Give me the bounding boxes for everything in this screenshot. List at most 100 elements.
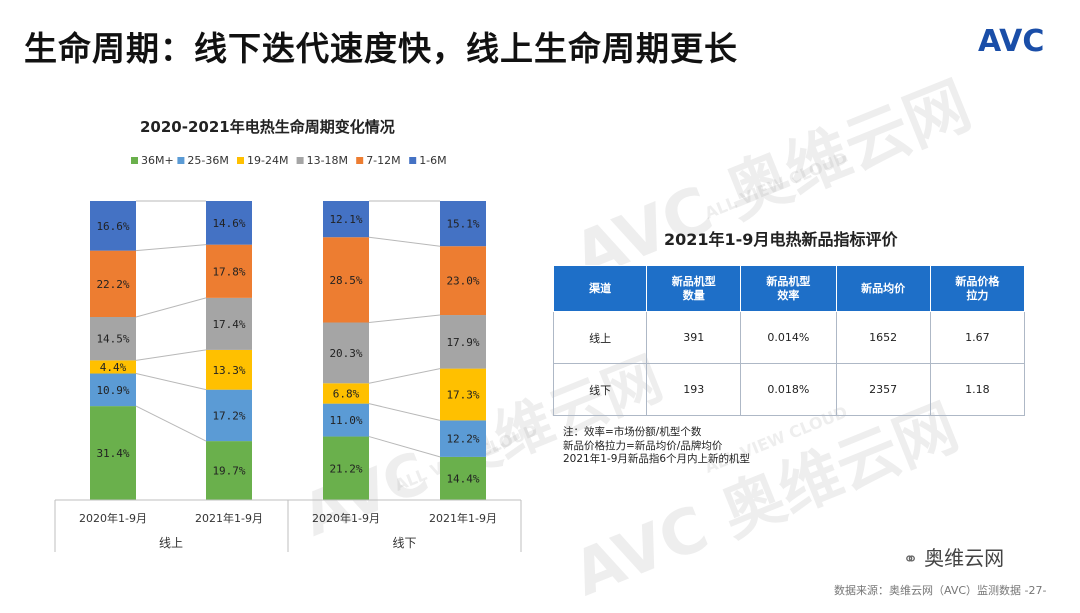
watermark-en: ALL VIEW CLOUD [701, 148, 851, 223]
legend-swatch [177, 157, 185, 164]
data-label: 17.2% [212, 409, 245, 422]
cell-count: 391 [646, 311, 742, 364]
connector-line [368, 403, 441, 421]
legend-label: 36M+ [141, 154, 174, 167]
bar-segment [90, 373, 136, 407]
bar-segment [323, 322, 369, 384]
bar-segment [440, 420, 486, 457]
note-line: 新品价格拉力=新品均价/品牌均价 [563, 439, 723, 452]
bar-segment [440, 456, 486, 500]
data-label: 23.0% [446, 275, 479, 288]
data-label: 4.4% [100, 361, 127, 374]
bar-segment [206, 441, 252, 500]
cell-avg-price: 2357 [835, 363, 931, 416]
bar-segment [323, 436, 369, 500]
table-row: 线下 193 0.018% 2357 1.18 [552, 363, 1026, 416]
data-label: 12.2% [446, 433, 479, 446]
data-label: 15.1% [446, 218, 479, 231]
data-label: 19.7% [212, 465, 245, 478]
watermark: AVC 奥维云网 [563, 68, 981, 295]
cell-channel: 线下 [552, 363, 648, 416]
bar-segment [90, 406, 136, 500]
data-label: 21.2% [329, 462, 362, 475]
bar-segment [440, 315, 486, 369]
data-label: 10.9% [96, 384, 129, 397]
header-pull: 新品价格 拉力 [929, 265, 1026, 312]
cell-pull: 1.67 [929, 311, 1026, 364]
bar-segment [90, 317, 136, 361]
table-header-row: 渠道 新品机型 数量 新品机型 效率 新品均价 新品价格 拉力 [552, 265, 1026, 312]
table-notes: 注：效率=市场份额/机型个数 新品价格拉力=新品均价/品牌均价 2021年1-9… [563, 426, 750, 467]
connector-line [368, 436, 441, 458]
data-label: 6.8% [333, 387, 360, 400]
legend-swatch [356, 157, 364, 164]
x-tick-label: 2021年1-9月 [429, 511, 497, 525]
table-title: 2021年1-9月电热新品指标评价 [664, 230, 898, 249]
data-source: 数据来源：奥维云网（AVC）监测数据 -27- [834, 584, 1047, 597]
stacked-bar-chart: 36M+ 25-36M 19-24M 13-18M 7-12M 1-6M 31.4% 10.9… [54, 154, 522, 552]
x-tick-label: 2020年1-9月 [79, 511, 147, 525]
connector-line [135, 297, 207, 318]
bar-segment [440, 201, 486, 247]
bar-segment [206, 297, 252, 350]
metrics-table: 渠道 新品机型 数量 新品机型 效率 新品均价 新品价格 拉力 线上 391 0.01… [552, 265, 1026, 416]
legend-swatch [296, 157, 304, 164]
chart-title: 2020-2021年电热生命周期变化情况 [140, 118, 395, 136]
data-label: 22.2% [96, 278, 129, 291]
data-label: 28.5% [329, 274, 362, 287]
connector-line [368, 236, 441, 247]
bar-segment [323, 201, 369, 238]
note-line: 注：效率=市场份额/机型个数 [563, 426, 702, 438]
bar-segment [323, 237, 369, 323]
data-label: 14.5% [96, 333, 129, 346]
bar-segment [206, 349, 252, 390]
x-tick-label: 2020年1-9月 [312, 511, 380, 525]
bar-segment [440, 246, 486, 316]
x-tick-label: 2021年1-9月 [195, 511, 263, 525]
legend-label: 13-18M [307, 154, 348, 167]
connector-line [135, 373, 207, 391]
header-efficiency: 新品机型 效率 [740, 265, 837, 312]
data-label: 20.3% [329, 347, 362, 360]
bar-segment [440, 368, 486, 421]
data-label: 14.6% [212, 217, 245, 230]
data-label: 17.8% [212, 265, 245, 278]
cell-channel: 线上 [552, 311, 648, 364]
data-label: 17.3% [446, 388, 479, 401]
connector-line [135, 405, 207, 442]
bar-segment [323, 383, 369, 404]
header-count: 新品机型 数量 [646, 265, 742, 312]
cell-avg-price: 1652 [835, 311, 931, 364]
bar-segment [206, 389, 252, 442]
legend-label: 1-6M [419, 154, 446, 167]
bar-segment [206, 201, 252, 245]
wechat-label: 奥维云网 [924, 546, 1005, 570]
legend-label: 25-36M [187, 154, 228, 167]
table-row: 线上 391 0.014% 1652 1.67 [552, 311, 1026, 364]
page-title: 生命周期：线下迭代速度快，线上生命周期更长 [24, 29, 738, 68]
data-label: 11.0% [329, 414, 362, 427]
header-avg-price: 新品均价 [835, 265, 931, 312]
cell-pull: 1.18 [929, 363, 1026, 416]
legend-swatch [409, 157, 417, 164]
cell-efficiency: 0.014% [740, 311, 837, 364]
data-label: 13.3% [212, 364, 245, 377]
connector-line [368, 368, 441, 384]
connector-line [368, 314, 441, 324]
data-label: 16.6% [96, 220, 129, 233]
data-label: 14.4% [446, 472, 479, 485]
note-line: 2021年1-9月新品指6个月内上新的机型 [563, 453, 751, 465]
bar-segment [90, 250, 136, 318]
bar-segment [90, 201, 136, 251]
connector-line [135, 349, 207, 361]
data-label: 12.1% [329, 213, 362, 226]
bar-segment [206, 244, 252, 298]
legend-swatch [131, 157, 138, 164]
data-label: 17.4% [212, 318, 245, 331]
cell-efficiency: 0.018% [740, 363, 837, 416]
wechat-icon: ⚭ [903, 549, 919, 570]
data-label: 17.9% [446, 336, 479, 349]
bar-segment [323, 403, 369, 437]
group-label: 线下 [392, 536, 416, 550]
avc-logo: AVC [978, 24, 1045, 59]
